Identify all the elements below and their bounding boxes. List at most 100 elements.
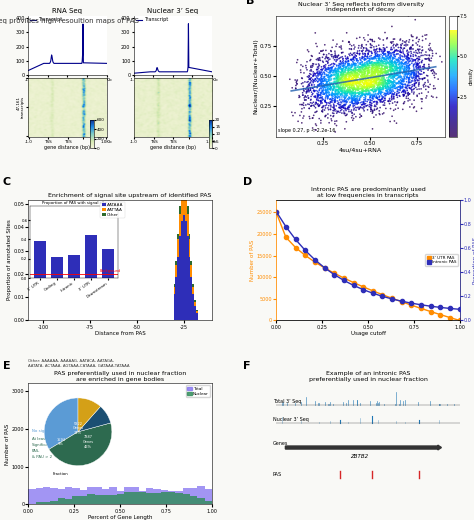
Point — [314, 91, 322, 99]
Point — [317, 98, 325, 106]
Bar — [80, 490, 87, 504]
Point — [357, 74, 365, 83]
Point — [369, 69, 377, 77]
Point — [376, 103, 384, 112]
Bar — [65, 487, 73, 504]
Point — [359, 76, 366, 84]
Point — [397, 73, 405, 81]
Bar — [173, 294, 175, 320]
Point — [340, 71, 347, 79]
Point — [372, 60, 379, 68]
Point — [334, 75, 342, 83]
Point — [367, 58, 375, 66]
Point — [364, 69, 372, 77]
Point — [375, 81, 383, 89]
Point — [359, 100, 367, 109]
Point — [351, 78, 359, 86]
Point — [389, 80, 397, 88]
Point — [407, 73, 415, 81]
Point — [318, 78, 326, 86]
Point — [404, 70, 412, 79]
Point — [319, 103, 327, 112]
Point — [387, 86, 394, 95]
Point — [377, 58, 385, 66]
Point — [427, 44, 434, 52]
Point — [393, 61, 401, 69]
Point — [393, 40, 401, 48]
Point — [389, 62, 397, 70]
Point — [379, 54, 386, 62]
Point — [400, 87, 408, 95]
Point — [352, 59, 359, 68]
Point — [413, 33, 421, 42]
Bar — [187, 206, 189, 214]
Point — [358, 83, 366, 91]
Point — [330, 101, 338, 110]
Point — [328, 88, 336, 96]
Point — [356, 67, 363, 75]
Point — [351, 54, 359, 62]
Point — [384, 77, 392, 86]
Point — [353, 72, 361, 80]
Point — [364, 84, 371, 93]
Point — [337, 79, 345, 87]
Point — [357, 76, 365, 84]
Point — [386, 87, 393, 95]
Point — [388, 83, 395, 92]
Point — [430, 85, 438, 93]
Point — [331, 51, 339, 60]
Point — [307, 66, 315, 74]
Point — [353, 49, 361, 57]
Point — [360, 80, 367, 88]
Point — [412, 58, 419, 66]
Point — [333, 74, 340, 83]
Point — [354, 99, 362, 107]
Point — [325, 64, 332, 72]
Point — [344, 76, 352, 84]
Point — [331, 94, 338, 102]
Point — [325, 72, 333, 81]
Point — [401, 67, 408, 75]
Point — [362, 76, 370, 85]
Point — [376, 96, 384, 105]
Point — [357, 62, 365, 71]
Point — [367, 93, 374, 101]
Point — [418, 51, 425, 60]
Point — [341, 94, 349, 102]
Point — [365, 55, 373, 63]
Point — [359, 54, 366, 62]
Point — [392, 71, 400, 80]
Point — [385, 58, 392, 67]
Point — [375, 81, 383, 89]
Point — [404, 70, 412, 79]
Point — [334, 78, 341, 86]
Point — [345, 57, 352, 66]
Point — [335, 73, 343, 81]
Point — [395, 60, 403, 68]
Point — [379, 82, 387, 90]
Point — [332, 102, 340, 110]
Point — [372, 68, 379, 76]
Point — [395, 74, 403, 82]
Point — [339, 74, 347, 83]
Point — [347, 72, 355, 80]
Point — [396, 77, 403, 85]
Point — [365, 59, 373, 68]
Point — [317, 80, 325, 88]
Point — [346, 87, 354, 96]
Point — [336, 68, 343, 76]
Point — [386, 88, 394, 96]
Point — [346, 82, 353, 90]
Point — [360, 80, 368, 88]
Point — [412, 60, 420, 68]
Point — [380, 109, 388, 117]
Point — [381, 65, 389, 73]
Point — [379, 57, 387, 66]
Point — [334, 66, 342, 74]
Point — [406, 81, 414, 89]
Point — [376, 68, 384, 76]
Point — [346, 75, 354, 84]
Point — [413, 61, 421, 70]
Point — [380, 74, 387, 82]
Point — [348, 76, 356, 85]
